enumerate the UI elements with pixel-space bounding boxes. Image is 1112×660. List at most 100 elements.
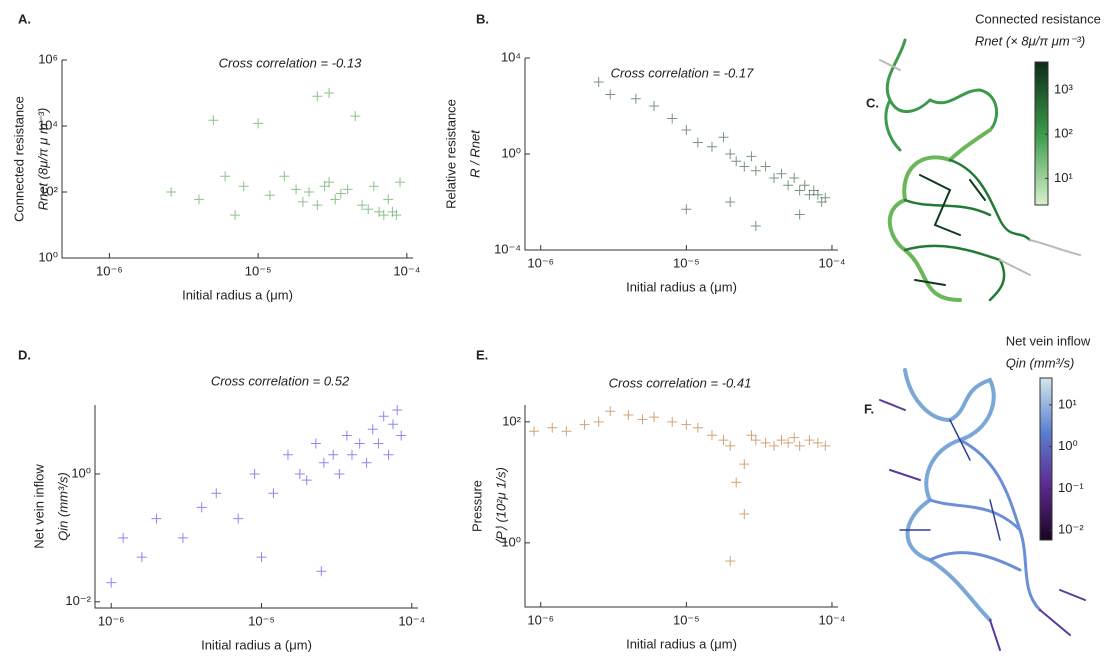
x-axis-label: Initial radius a (μm) (201, 637, 312, 652)
point (794, 440, 805, 451)
point (593, 416, 604, 427)
point (319, 181, 330, 192)
colorbar (1039, 377, 1053, 541)
point (118, 532, 129, 543)
point (706, 141, 717, 152)
point (789, 432, 800, 443)
y-axis-label: Connected resistance (11, 96, 26, 222)
point (220, 171, 231, 182)
colorbar-tick-label: 10³ (1054, 81, 1073, 96)
point (208, 115, 219, 126)
point (794, 185, 805, 196)
point (605, 89, 616, 100)
y-tick-label: 10⁶ (38, 51, 58, 66)
point (211, 488, 222, 499)
axes (61, 60, 413, 259)
colorbar-tick-label: 10⁰ (1058, 438, 1078, 453)
point (395, 177, 406, 188)
point (649, 101, 660, 111)
point (106, 577, 117, 588)
point (681, 125, 692, 135)
point (804, 435, 815, 446)
x-tick-label: 10⁻⁴ (398, 613, 425, 628)
point (256, 552, 267, 563)
point (681, 419, 692, 430)
point (392, 405, 403, 416)
point (346, 449, 357, 460)
point (623, 409, 634, 420)
point (312, 200, 323, 211)
axes (524, 405, 838, 608)
point (776, 435, 787, 446)
colorbar-label: Connected resistance (975, 11, 1101, 26)
x-axis-label: Initial radius a (μm) (626, 279, 737, 294)
annotation: Cross correlation = 0.52 (211, 373, 350, 388)
point (373, 438, 384, 449)
x-tick-label: 10⁻⁶ (96, 263, 123, 278)
point (820, 192, 831, 203)
y-tick-label: 10⁰ (501, 145, 521, 160)
point (391, 210, 402, 221)
point (769, 440, 780, 451)
point (294, 468, 305, 479)
axes (94, 405, 418, 609)
point (630, 93, 641, 104)
point (760, 437, 771, 448)
panel-letter: B. (476, 11, 489, 26)
annotation: Cross correlation = -0.13 (219, 55, 362, 70)
point (324, 88, 335, 98)
point (692, 137, 703, 148)
point (268, 488, 279, 499)
x-tick-label: 10⁻⁴ (819, 255, 846, 270)
x-axis-label: Initial radius a (μm) (182, 287, 293, 302)
annotation: Cross correlation = -0.17 (611, 65, 754, 80)
panel-letter: D. (18, 347, 31, 362)
point (739, 459, 750, 470)
point (291, 184, 302, 195)
point (725, 197, 736, 207)
point (318, 457, 329, 468)
point (750, 165, 761, 176)
point (378, 210, 389, 221)
point (776, 168, 787, 179)
y-tick-label: 10² (39, 183, 58, 198)
point (354, 438, 365, 449)
point (193, 194, 204, 205)
point (739, 161, 750, 172)
point (681, 204, 692, 215)
point (812, 437, 823, 448)
colorbar-tick-label: 10⁻² (1058, 522, 1084, 537)
point (324, 177, 335, 188)
x-tick-label: 10⁻⁵ (673, 255, 700, 270)
y-tick-label: 10² (502, 413, 521, 428)
x-tick-label: 10⁻⁵ (245, 263, 272, 278)
colorbar-label: Qin (mm³/s) (1006, 355, 1075, 370)
x-tick-label: 10⁻⁴ (393, 263, 420, 278)
x-tick-label: 10⁻⁵ (248, 613, 275, 628)
point (760, 161, 771, 172)
point (637, 414, 648, 425)
y-axis-label: Qin (mm³/s) (55, 472, 70, 541)
panel-letter: A. (18, 11, 31, 26)
point (789, 173, 800, 183)
point (253, 118, 264, 129)
y-tick-label: 10⁰ (71, 465, 91, 480)
point (342, 184, 353, 195)
x-tick-label: 10⁻⁶ (527, 255, 554, 270)
colorbar-tick-label: 10² (1054, 126, 1073, 141)
point (368, 181, 379, 192)
point (799, 180, 810, 191)
network-c (879, 38, 1081, 302)
point (649, 412, 660, 423)
y-tick-label: 10⁻² (65, 593, 91, 608)
point (233, 513, 244, 524)
y-tick-label: 10⁻⁴ (494, 241, 521, 256)
point (725, 149, 736, 159)
point (783, 180, 794, 191)
point (808, 185, 819, 196)
point (330, 194, 341, 205)
y-axis-label: Pressure (469, 480, 484, 532)
point (706, 430, 717, 441)
point (783, 437, 794, 448)
